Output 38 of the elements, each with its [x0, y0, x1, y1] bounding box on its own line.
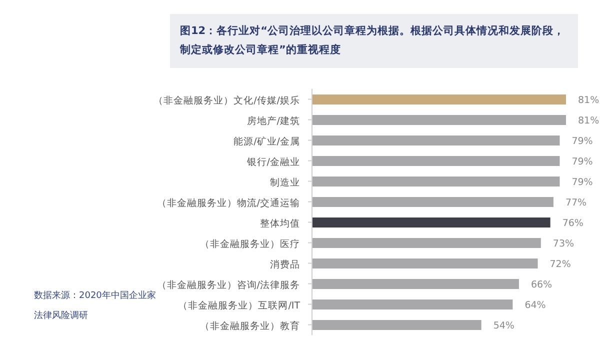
data-label: 54%	[493, 320, 514, 332]
y-tick-label: 房地产/建筑	[246, 114, 300, 127]
data-label: 73%	[552, 238, 574, 250]
data-label: 77%	[565, 197, 587, 208]
bar	[312, 238, 541, 248]
chart-title: 图12：各行业对“公司治理以公司章程为根据。根据公司具体情况和发展阶段，制定或修改公司章程”的重视程度	[170, 14, 578, 68]
bar	[312, 156, 560, 166]
y-tick-label: 制造业	[270, 176, 300, 188]
data-label: 81%	[578, 115, 600, 126]
bar	[312, 320, 482, 330]
y-tick-label: （非金融服务业）咨询/法律服务	[156, 278, 300, 291]
y-tick-label: 消费品	[270, 258, 300, 270]
bar	[312, 94, 566, 104]
bar	[312, 279, 519, 289]
y-tick-label: （非金融服务业）物流/交通运输	[156, 196, 300, 209]
bar	[312, 258, 538, 268]
data-label: 72%	[550, 258, 571, 270]
y-tick-label: （非金融服务业）互联网/IT	[178, 299, 300, 312]
data-label: 81%	[578, 94, 600, 106]
y-tick-label: 能源/矿业/金属	[234, 135, 300, 148]
y-tick-label: （非金融服务业）文化/传媒/娱乐	[154, 94, 300, 106]
data-label: 79%	[572, 176, 593, 188]
y-tick-label: （非金融服务业）医疗	[200, 238, 300, 250]
bar	[312, 136, 560, 146]
bar	[312, 197, 554, 207]
data-label: 79%	[572, 156, 593, 168]
y-tick-label: 银行/金融业	[246, 156, 300, 168]
data-label: 66%	[530, 279, 552, 290]
bar	[312, 176, 560, 186]
bar	[312, 218, 550, 228]
data-label: 64%	[524, 300, 546, 311]
bar	[312, 115, 566, 125]
y-tick-label: 整体均值	[260, 217, 300, 230]
source-note: 数据来源：2020年中国企业家法律风险调研	[34, 290, 157, 323]
data-label: 79%	[572, 136, 593, 147]
bar	[312, 300, 513, 310]
data-label: 76%	[562, 218, 584, 229]
y-tick-label: （非金融服务业）教育	[200, 320, 300, 332]
